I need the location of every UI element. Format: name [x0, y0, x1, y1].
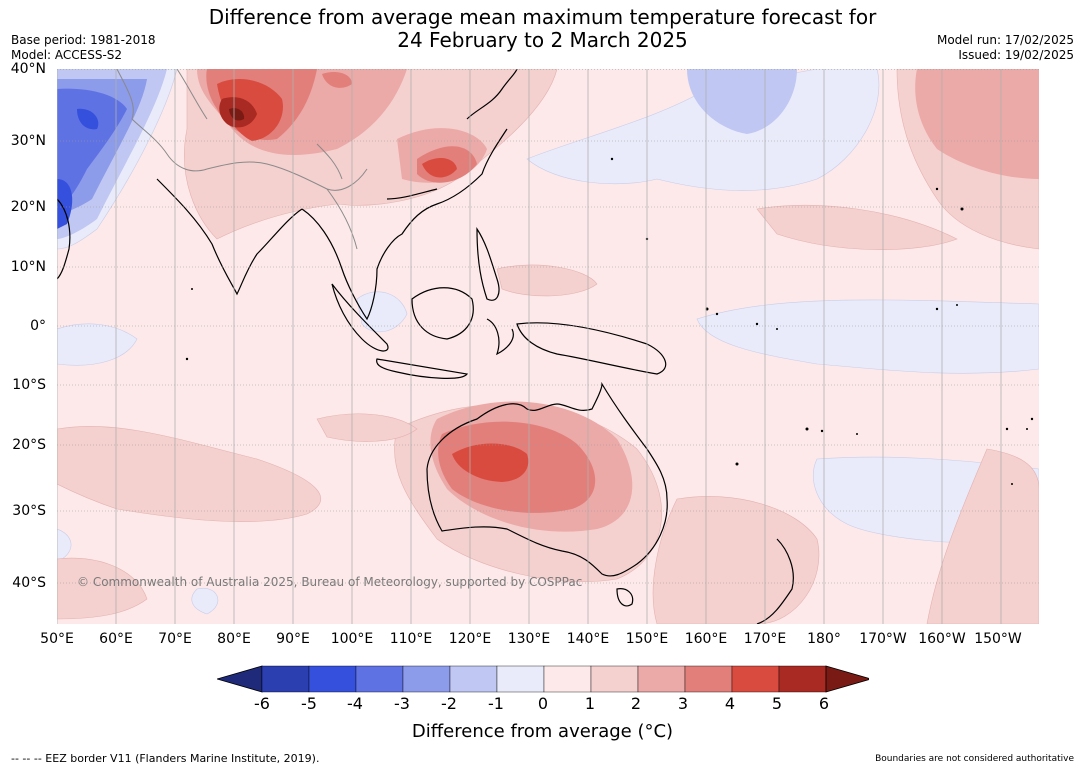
colorbar-tick-label: 1: [584, 694, 596, 713]
colorbar-swatch: [402, 665, 451, 693]
colorbar-tick-label: -1: [488, 694, 504, 713]
lon-label-100e: 100°E: [330, 631, 374, 647]
colorbar-swatch: [261, 665, 310, 693]
model-name: Model: ACCESS-S2: [11, 48, 123, 62]
colorbar-swatch: [496, 665, 545, 693]
colorbar-tick-label: 6: [818, 694, 830, 713]
lon-label-150w: 150°W: [974, 631, 1022, 647]
colorbar-swatch: [590, 665, 639, 693]
colorbar-tick-label: 4: [724, 694, 736, 713]
colorbar-swatch: [308, 665, 357, 693]
pacific-islands: [185, 157, 1034, 485]
colorbar-tick-label: 0: [537, 694, 549, 713]
lon-label-170w: 170°W: [859, 631, 907, 647]
lat-label-30s: 30°S: [12, 503, 46, 519]
lon-label-90e: 90°E: [276, 631, 310, 647]
lon-label-140e: 140°E: [566, 631, 610, 647]
map-title-line1: Difference from average mean maximum tem…: [208, 5, 877, 29]
colorbar-tick-label: 3: [677, 694, 689, 713]
colorbar-swatch: [684, 665, 733, 693]
colorbar-swatch: [637, 665, 686, 693]
lon-label-110e: 110°E: [389, 631, 433, 647]
forecast-map: © Commonwealth of Australia 2025, Bureau…: [57, 69, 1039, 624]
lon-label-150e: 150°E: [625, 631, 669, 647]
model-run: Model run: 17/02/2025: [936, 33, 1074, 47]
lat-label-10n: 10°N: [10, 259, 46, 275]
lon-label-180: 180°: [807, 631, 841, 647]
copyright-notice: © Commonwealth of Australia 2025, Bureau…: [77, 575, 582, 589]
colorbar: [217, 665, 869, 693]
colorbar-tick-label: -3: [394, 694, 410, 713]
lat-label-40n: 40°N: [10, 61, 46, 77]
lon-label-130e: 130°E: [507, 631, 551, 647]
coastlines: [57, 69, 794, 624]
colorbar-swatch: [543, 665, 592, 693]
colorbar-extend-high: [825, 665, 869, 693]
lat-label-30n: 30°N: [10, 133, 46, 149]
colorbar-tick-label: -6: [254, 694, 270, 713]
cool-anomaly-regions-4: [57, 88, 127, 229]
colorbar-swatch: [778, 665, 827, 693]
map-title-line2: 24 February to 2 March 2025: [397, 28, 688, 52]
colorbar-tick-label: 5: [771, 694, 783, 713]
lon-label-80e: 80°E: [217, 631, 251, 647]
boundaries-disclaimer: Boundaries are not considered authoritat…: [875, 754, 1074, 764]
lon-label-70e: 70°E: [158, 631, 192, 647]
colorbar-swatch: [449, 665, 498, 693]
lat-label-20s: 20°S: [12, 437, 46, 453]
warm-anomaly-regions-5: [219, 97, 257, 128]
lon-label-120e: 120°E: [448, 631, 492, 647]
lon-label-170e: 170°E: [743, 631, 787, 647]
meridians: [57, 69, 1002, 624]
colorbar-tick-label: -2: [441, 694, 457, 713]
colorbar-tick-label: -5: [301, 694, 317, 713]
base-period: Base period: 1981-2018: [11, 33, 156, 47]
lat-label-equator: 0°: [30, 318, 46, 334]
lat-label-20n: 20°N: [10, 199, 46, 215]
lon-label-60e: 60°E: [99, 631, 133, 647]
colorbar-swatch: [731, 665, 780, 693]
colorbar-title-unit: °C): [644, 721, 674, 742]
colorbar-tick-label: -4: [347, 694, 363, 713]
colorbar-extend-low: [217, 665, 263, 693]
eez-border-note: -- -- -- EEZ border V11 (Flanders Marine…: [11, 752, 320, 765]
country-borders: [116, 69, 368, 250]
lon-label-160e: 160°E: [684, 631, 728, 647]
colorbar-title-text: Difference from average (: [411, 721, 645, 742]
issued-date: Issued: 19/02/2025: [958, 48, 1074, 62]
lon-label-50e: 50°E: [40, 631, 74, 647]
colorbar-swatches: [217, 665, 869, 693]
colorbar-title: Difference from average (°C): [0, 721, 1085, 742]
colorbar-swatch: [355, 665, 404, 693]
lat-label-40s: 40°S: [12, 575, 46, 591]
lon-label-160w: 160°W: [918, 631, 966, 647]
lat-label-10s: 10°S: [12, 377, 46, 393]
colorbar-tick-label: 2: [630, 694, 642, 713]
